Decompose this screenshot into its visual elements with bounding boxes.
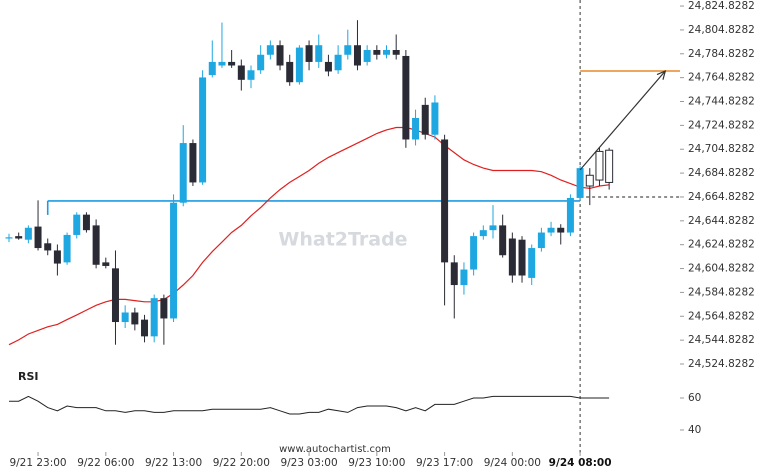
y-tick-label: 24,604.8282 [688,263,755,275]
candle-body [489,225,497,231]
x-tick-label: 9/23 17:00 [416,457,473,469]
candle-body [441,139,449,263]
y-tick-label: 24,584.8282 [688,286,755,298]
footer: www.autochartist.com [279,444,391,455]
candle-body [179,143,187,203]
y-tick-label: 24,764.8282 [688,72,755,84]
candle-body [518,239,526,276]
y-tick-label: 24,544.8282 [688,334,755,346]
candle-body [199,77,207,183]
arrow-head [656,69,667,80]
candle-body [605,149,614,183]
candle-body [141,319,149,337]
candle-body [499,225,507,256]
x-tick-label: 9/24 00:00 [484,457,541,469]
candle-body [421,104,429,135]
candle-body [73,214,81,235]
candle-body [557,227,565,233]
candle-body [431,102,439,135]
candle-body [353,45,361,66]
x-tick-label: 9/22 13:00 [145,457,202,469]
candle-body [257,54,265,71]
y-tick-label: 24,624.8282 [688,239,755,251]
candle-body [53,250,61,264]
candle-body [383,49,391,55]
candle-body [305,45,313,62]
candle-body [479,230,487,237]
candle-body [286,61,294,83]
candle-body [131,312,139,325]
y-tick-label: 24,724.8282 [688,119,755,131]
candle-body [44,243,52,251]
candle-body [576,168,584,198]
y-tick-label: 24,564.8282 [688,310,755,322]
candle-body [237,65,245,80]
y-tick-label: 24,744.8282 [688,96,755,108]
forecast-arrow [579,70,666,171]
y-tick-label: 24,664.8282 [688,191,755,203]
x-tick-label: 9/21 23:00 [9,457,66,469]
candle-body [121,312,129,323]
rsi-title: RSI [18,370,39,383]
candle-body [208,61,216,76]
y-tick-label: 24,684.8282 [688,167,755,179]
candle-body [460,269,468,286]
candle-body [111,268,119,323]
candle-body [470,236,478,270]
y-tick-label: 60 [688,392,701,404]
candle-body [5,237,13,239]
candle-body [189,143,197,183]
candle-body [585,174,594,187]
candle-body [450,262,458,286]
candle-body [228,61,236,66]
rsi-line [9,395,610,415]
candle-body [547,227,555,233]
candle-body [102,262,110,266]
candle-body [402,55,410,140]
candle-body [528,248,536,278]
candle-body [82,214,90,231]
candle-body [218,61,226,66]
candle-body [24,227,32,240]
candle-body [92,225,100,265]
candle-body [34,226,42,249]
candle-body [363,49,371,62]
watermark: What2Trade [278,229,407,251]
y-tick-label: 24,824.8282 [688,0,755,12]
candle-body [315,45,323,62]
candle-body [247,70,255,80]
candle-body [344,45,352,55]
candle-body [170,202,178,319]
x-tick-label: 9/22 06:00 [77,457,134,469]
x-tick-label: 9/22 20:00 [213,457,270,469]
candle-body [595,150,604,181]
candle-body [276,45,284,66]
candle-body [63,234,71,263]
y-tick-label: 40 [688,424,701,436]
candle-body [295,47,303,83]
candle-body [373,49,381,55]
x-tick-label: 9/23 03:00 [280,457,337,469]
candle-body [412,118,420,140]
x-tick-label: 9/24 08:00 [549,457,612,469]
y-tick-label: 24,804.8282 [688,24,755,36]
candle-body [15,236,23,239]
candle-body [324,61,332,72]
x-tick-label: 9/23 10:00 [348,457,405,469]
candle-body [150,298,158,337]
y-tick-label: 24,704.8282 [688,143,755,155]
candle-body [160,298,168,319]
candle-body [508,238,516,276]
moving-average [8,126,610,346]
y-tick-label: 24,524.8282 [688,358,755,370]
y-tick-label: 24,784.8282 [688,48,755,60]
candle-body [537,232,545,249]
candle-body [566,197,574,233]
candle-body [392,49,400,55]
candle-body [334,54,342,71]
y-tick-label: 24,644.8282 [688,215,755,227]
candle-body [266,45,274,55]
